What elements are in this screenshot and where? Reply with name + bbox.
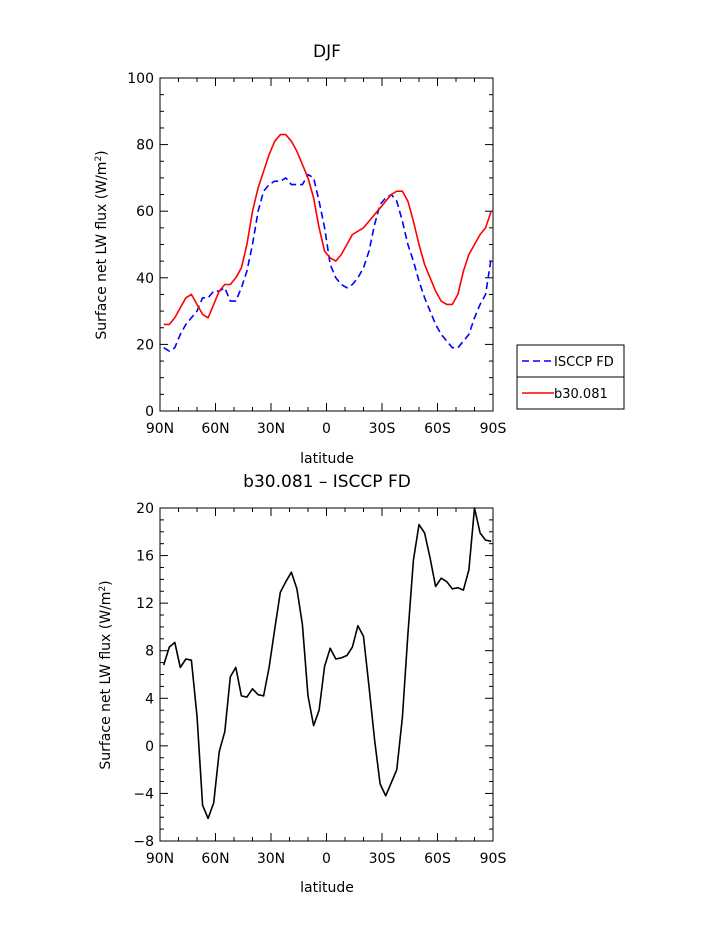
top-x-tick-labels: 90N 60N 30N 0 30S 60S 90S xyxy=(146,421,507,437)
bottom-ytick-label: −8 xyxy=(133,834,154,850)
bottom-xtick-label: 30S xyxy=(369,851,396,867)
top-ytick-label: 40 xyxy=(136,271,154,287)
bottom-ytick-label: −4 xyxy=(133,786,154,802)
top-xtick-label: 60N xyxy=(201,421,229,437)
bottom-xtick-label: 30N xyxy=(257,851,285,867)
legend-label-isccp: ISCCP FD xyxy=(554,355,614,370)
top-y-axis-label: Surface net LW flux (W/m2) xyxy=(94,150,110,339)
top-xtick-label: 90N xyxy=(146,421,174,437)
top-ytick-label: 0 xyxy=(145,404,154,420)
bottom-ytick-label: 4 xyxy=(145,691,154,707)
bottom-tick-marks xyxy=(159,507,494,842)
top-xtick-label: 30N xyxy=(257,421,285,437)
top-xtick-label: 90S xyxy=(480,421,507,437)
bottom-xtick-label: 60N xyxy=(201,851,229,867)
top-ytick-label: 60 xyxy=(136,204,154,220)
top-x-axis-label: latitude xyxy=(300,451,354,467)
top-y-axis-label-tail: ) xyxy=(94,150,110,155)
bottom-series-line-0 xyxy=(162,507,492,820)
bottom-y-axis-label-main: Surface net LW flux (W/m xyxy=(98,592,114,770)
top-series-group xyxy=(163,133,492,352)
bottom-y-axis-label-tail: ) xyxy=(98,580,114,585)
top-xtick-label: 30S xyxy=(369,421,396,437)
top-y-axis-label-main: Surface net LW flux (W/m xyxy=(94,162,110,340)
top-chart: DJF 0 20 40 60 80 100 90N 60N 30N 0 30S 60S 90S lat… xyxy=(94,42,625,467)
top-y-tick-labels: 0 20 40 60 80 100 xyxy=(127,71,154,420)
bottom-y-tick-labels: −8 −4 0 4 8 12 16 20 xyxy=(133,501,154,850)
bottom-ytick-label: 0 xyxy=(145,739,154,755)
bottom-y-axis-label-sup: 2 xyxy=(98,586,108,592)
top-tick-marks xyxy=(159,77,494,412)
bottom-ytick-label: 20 xyxy=(136,501,154,517)
top-ytick-label: 80 xyxy=(136,138,154,154)
bottom-series-group xyxy=(162,507,492,820)
top-xtick-label: 60S xyxy=(424,421,451,437)
top-chart-title: DJF xyxy=(313,42,341,62)
bottom-ytick-label: 16 xyxy=(136,549,154,565)
top-ytick-label: 100 xyxy=(127,71,154,87)
bottom-ytick-label: 8 xyxy=(145,644,154,660)
top-series-line-1 xyxy=(163,133,492,326)
bottom-chart-title: b30.081 – ISCCP FD xyxy=(243,472,411,492)
bottom-x-tick-labels: 90N 60N 30N 0 30S 60S 90S xyxy=(146,851,507,867)
bottom-x-axis-label: latitude xyxy=(300,880,354,896)
top-ytick-label: 20 xyxy=(136,337,154,353)
bottom-xtick-label: 90S xyxy=(480,851,507,867)
top-y-axis-label-sup: 2 xyxy=(94,156,104,162)
bottom-y-axis-label: Surface net LW flux (W/m2) xyxy=(98,580,114,769)
bottom-xtick-label: 90N xyxy=(146,851,174,867)
top-xtick-label: 0 xyxy=(322,421,331,437)
bottom-xtick-label: 0 xyxy=(322,851,331,867)
bottom-plot-frame xyxy=(159,507,494,842)
bottom-xtick-label: 60S xyxy=(424,851,451,867)
bottom-ytick-label: 12 xyxy=(136,596,154,612)
top-chart-legend: ISCCP FD b30.081 xyxy=(516,344,625,410)
top-series-line-0 xyxy=(163,173,492,352)
legend-label-b30: b30.081 xyxy=(554,387,608,402)
